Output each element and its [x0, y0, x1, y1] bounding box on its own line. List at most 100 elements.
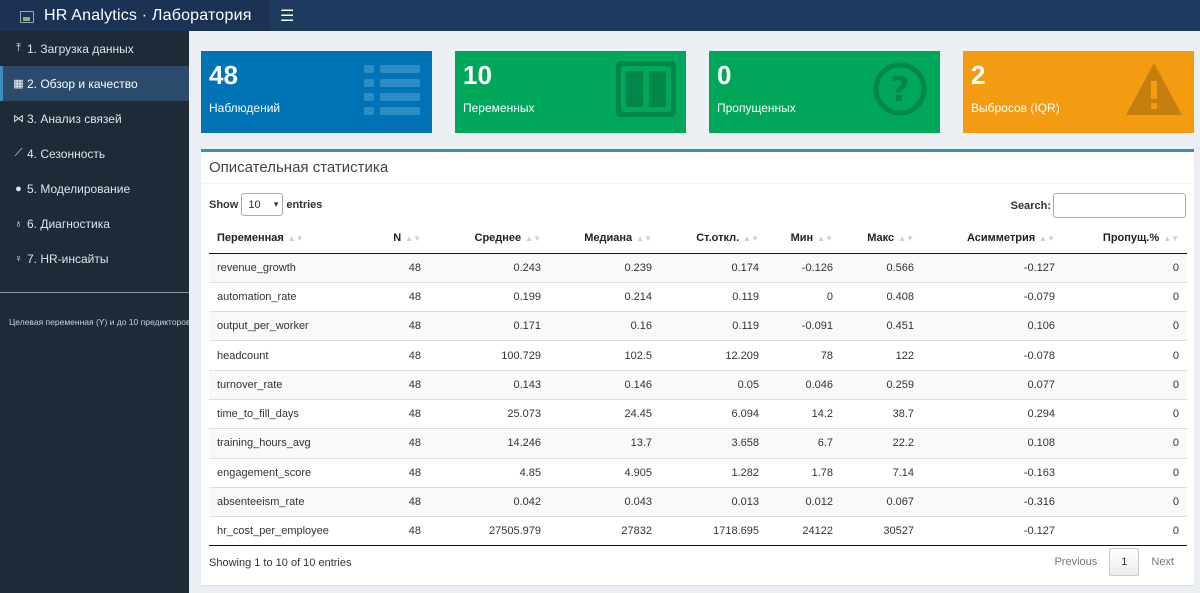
- sort-icon: ▲▼: [1163, 234, 1179, 244]
- table-row: output_per_worker 48 0.171 0.16 0.119 -0.091 0…: [209, 311, 1187, 341]
- column-header-mean[interactable]: Среднее ▲▼: [429, 224, 549, 254]
- page-1-button[interactable]: 1: [1109, 548, 1140, 576]
- table-cell: engagement_score: [209, 457, 359, 488]
- table-cell: -0.091: [767, 311, 841, 341]
- column-header-median[interactable]: Медиана ▲▼: [549, 224, 660, 254]
- column-header-variable[interactable]: Переменная ▲▼: [209, 224, 359, 254]
- panel-title: Описательная статистика: [209, 159, 389, 176]
- value-box-number: 2: [971, 60, 986, 90]
- search-input[interactable]: [1053, 193, 1186, 218]
- next-button[interactable]: Next: [1151, 556, 1174, 568]
- sidebar-item-overview[interactable]: ▦ 2. Обзор и качество: [0, 66, 189, 101]
- table-cell: 22.2: [841, 428, 922, 459]
- table-cell: 4.905: [549, 457, 660, 488]
- table-cell: 0.067: [841, 486, 922, 517]
- value-box-variables: 10 Переменных: [455, 51, 686, 133]
- column-header-max[interactable]: Макс ▲▼: [841, 224, 922, 254]
- table-cell: 25.073: [429, 398, 549, 429]
- previous-button[interactable]: Previous: [1054, 556, 1098, 568]
- table-cell: 0.012: [767, 486, 841, 517]
- sidebar-item-diagnostics[interactable]: ♁ 6. Диагностика: [0, 206, 189, 241]
- page-length-control: Show 10 ▾ entries: [209, 193, 322, 216]
- page-length-select[interactable]: 10 ▾: [241, 193, 284, 216]
- table-cell: 0: [1063, 252, 1187, 283]
- sidebar-note: Целевая переменная (Y) и до 10 предиктор…: [9, 317, 189, 327]
- sidebar-item-label: 7. HR-инсайты: [27, 251, 109, 266]
- sidebar-item-relations[interactable]: ⋈ 3. Анализ связей: [0, 101, 189, 136]
- page-length-value: 10: [248, 198, 261, 211]
- sort-icon: ▲▼: [817, 234, 833, 244]
- table-cell: 102.5: [549, 340, 660, 371]
- sidebar-item-upload[interactable]: ⤒ 1. Загрузка данных: [0, 31, 189, 66]
- sidebar-item-label: 1. Загрузка данных: [27, 41, 134, 56]
- network-icon: ⋈: [13, 113, 24, 125]
- table-cell: 48: [359, 311, 429, 341]
- question-circle-icon: ?: [873, 62, 927, 116]
- value-box-label: Переменных: [463, 101, 535, 115]
- table-cell: 30527: [841, 516, 922, 547]
- table-info: Showing 1 to 10 of 10 entries: [209, 557, 352, 569]
- app-title: HR Analytics · Лаборатория: [44, 6, 252, 24]
- table-cell: 7.14: [841, 457, 922, 488]
- table-cell: 48: [359, 369, 429, 400]
- table-cell: 48: [359, 398, 429, 429]
- table-cell: 0: [1063, 311, 1187, 341]
- brand-area: HR Analytics · Лаборатория: [0, 0, 270, 31]
- sidebar-toggle-icon[interactable]: ☰: [280, 7, 295, 25]
- column-header-n[interactable]: N ▲▼: [359, 224, 429, 254]
- table-cell: 0.259: [841, 369, 922, 400]
- show-label: Show: [209, 198, 239, 211]
- table-cell: 0.174: [660, 252, 767, 283]
- table-cell: -0.126: [767, 252, 841, 283]
- table-cell: 0.042: [429, 486, 549, 517]
- table-cell: 0: [767, 281, 841, 312]
- table-cell: 100.729: [429, 340, 549, 371]
- table-cell: 0: [1063, 486, 1187, 517]
- table-header-row: Переменная ▲▼ N ▲▼ Среднее ▲▼ Медиана ▲▼ Ст.…: [209, 224, 1187, 254]
- column-header-skewness[interactable]: Асимметрия ▲▼: [922, 224, 1063, 254]
- search-label: Search:: [1010, 199, 1051, 212]
- table-cell: -0.079: [922, 281, 1063, 312]
- table-cell: 13.7: [549, 428, 660, 459]
- table-cell: 6.7: [767, 428, 841, 459]
- sidebar-item-insights[interactable]: ♀ 7. HR-инсайты: [0, 241, 189, 276]
- column-header-sd[interactable]: Ст.откл. ▲▼: [660, 224, 767, 254]
- table-cell: 0.143: [429, 369, 549, 400]
- column-header-min[interactable]: Мин ▲▼: [767, 224, 841, 254]
- table-cell: 0: [1063, 398, 1187, 429]
- descriptive-stats-panel: Описательная статистика Show 10 ▾ entrie…: [201, 149, 1194, 585]
- sidebar-item-seasonality[interactable]: ⟋ 4. Сезонность: [0, 136, 189, 171]
- table-cell: 0.171: [429, 311, 549, 341]
- value-box-number: 0: [717, 60, 732, 90]
- table-cell: 38.7: [841, 398, 922, 429]
- table-cell: 24.45: [549, 398, 660, 429]
- table-cell: 48: [359, 428, 429, 459]
- table-cell: 1.78: [767, 457, 841, 488]
- table-cell: 48: [359, 340, 429, 371]
- entries-label: entries: [286, 198, 323, 211]
- column-header-missing-pct[interactable]: Пропущ.% ▲▼: [1063, 224, 1187, 254]
- table-row: engagement_score 48 4.85 4.905 1.282 1.78 7.14…: [209, 457, 1187, 488]
- table-cell: -0.078: [922, 340, 1063, 371]
- sort-icon: ▲▼: [898, 234, 914, 244]
- table-cell: -0.316: [922, 486, 1063, 517]
- table-cell: absenteeism_rate: [209, 486, 359, 517]
- lightbulb-icon: ♀: [14, 252, 23, 265]
- table-cell: 1.282: [660, 457, 767, 488]
- sort-icon: ▲▼: [287, 234, 304, 244]
- table-cell: 14.2: [767, 398, 841, 429]
- sidebar-item-modeling[interactable]: ● 5. Моделирование: [0, 171, 189, 206]
- table-cell: 0.106: [922, 311, 1063, 341]
- table-cell: revenue_growth: [209, 252, 359, 283]
- table-cell: automation_rate: [209, 281, 359, 312]
- table-cell: 0.043: [549, 486, 660, 517]
- table-row: training_hours_avg 48 14.246 13.7 3.658 6.7 22…: [209, 428, 1187, 459]
- table-cell: -0.163: [922, 457, 1063, 488]
- table-cell: -0.127: [922, 252, 1063, 283]
- table-cell: output_per_worker: [209, 311, 359, 341]
- value-box-missing: 0 Пропущенных ?: [709, 51, 940, 133]
- sort-icon: ▲▼: [525, 234, 541, 244]
- table-cell: 27505.979: [429, 516, 549, 547]
- search-control: Search:: [1011, 193, 1186, 218]
- table-cell: 78: [767, 340, 841, 371]
